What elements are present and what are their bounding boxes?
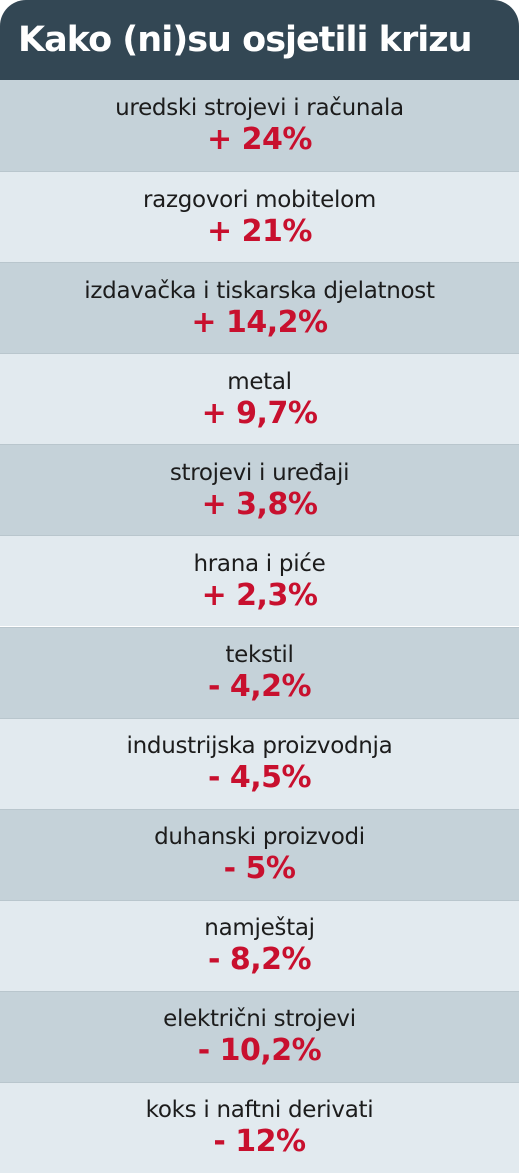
value-label: - 8,2% — [207, 942, 312, 978]
chart-title: Kako (ni)su osjetili krizu — [18, 20, 472, 60]
category-label: koks i naftni derivati — [145, 1097, 374, 1124]
category-label: industrijska proizvodnja — [126, 733, 393, 760]
category-row: duhanski proizvodi - 5% — [0, 808, 519, 900]
category-row: namještaj - 8,2% — [0, 899, 519, 991]
value-label: + 2,3% — [201, 577, 318, 613]
category-row: metal + 9,7% — [0, 353, 519, 445]
category-label: strojevi i uređaji — [169, 459, 350, 486]
value-label: - 12% — [213, 1124, 306, 1160]
category-label: tekstil — [225, 642, 294, 669]
value-label: + 9,7% — [201, 395, 318, 431]
category-label: duhanski proizvodi — [154, 824, 365, 851]
value-label: + 21% — [207, 213, 312, 249]
value-label: + 24% — [207, 121, 312, 157]
category-label: hrana i piće — [193, 550, 326, 577]
category-row: strojevi i uređaji + 3,8% — [0, 444, 519, 536]
category-label: metal — [227, 368, 292, 395]
header-bar: Kako (ni)su osjetili krizu — [0, 0, 519, 80]
category-label: izdavačka i tiskarska djelatnost — [84, 277, 435, 304]
value-label: - 10,2% — [197, 1033, 322, 1069]
category-label: razgovori mobitelom — [143, 186, 376, 213]
category-row: uredski strojevi i računala + 24% — [0, 80, 519, 172]
value-label: - 5% — [223, 851, 296, 887]
category-row: električni strojevi - 10,2% — [0, 990, 519, 1082]
value-label: - 4,5% — [207, 760, 312, 796]
category-label: električni strojevi — [163, 1006, 356, 1033]
category-row: tekstil - 4,2% — [0, 626, 519, 718]
category-row: razgovori mobitelom + 21% — [0, 171, 519, 263]
category-label: uredski strojevi i računala — [115, 94, 404, 121]
value-label: - 4,2% — [207, 669, 312, 705]
category-row: izdavačka i tiskarska djelatnost + 14,2% — [0, 262, 519, 354]
value-label: + 14,2% — [191, 304, 328, 340]
category-row: koks i naftni derivati - 12% — [0, 1081, 519, 1173]
category-list: uredski strojevi i računala + 24% razgovor… — [0, 80, 519, 1173]
category-row: hrana i piće + 2,3% — [0, 535, 519, 627]
category-label: namještaj — [204, 915, 315, 942]
category-row: industrijska proizvodnja - 4,5% — [0, 717, 519, 809]
value-label: + 3,8% — [201, 486, 318, 522]
